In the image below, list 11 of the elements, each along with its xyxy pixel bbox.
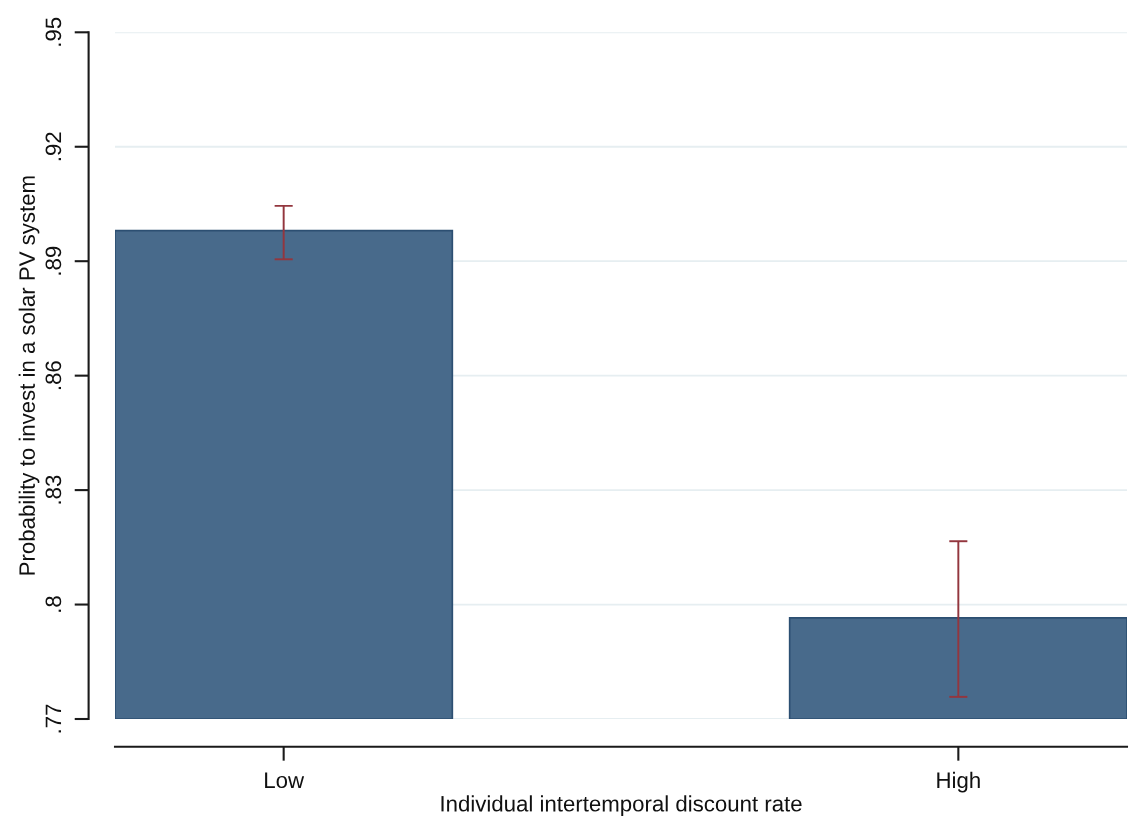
y-tick-label: .77 <box>45 704 62 733</box>
y-tick-label: .92 <box>45 132 62 161</box>
y-tick-label: .83 <box>45 475 62 504</box>
y-axis-title: Probability to invest in a solar PV system <box>18 176 40 575</box>
x-tick-label: High <box>937 771 980 793</box>
y-tick-label: .8 <box>45 596 62 612</box>
x-axis-title: Individual intertemporal discount rate <box>441 795 802 816</box>
y-tick-label: .86 <box>45 361 62 390</box>
y-tick-label: .95 <box>45 17 62 46</box>
y-tick-label: .89 <box>45 246 62 275</box>
x-tick-label: Low <box>265 772 305 789</box>
